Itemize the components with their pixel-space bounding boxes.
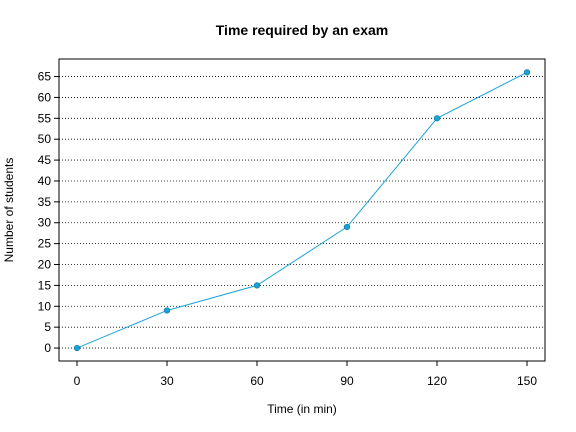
x-tick-label: 150 [517, 374, 537, 388]
data-point [433, 115, 441, 122]
data-series [73, 69, 531, 352]
series-line [76, 71, 528, 349]
gridlines [59, 76, 545, 349]
y-axis-label: Number of students [2, 158, 16, 263]
y-tick-label: 55 [38, 111, 52, 125]
y-tick-label: 20 [38, 258, 52, 272]
x-tick-label: 0 [74, 374, 81, 388]
y-tick-label: 45 [38, 153, 52, 167]
y-tick-label: 50 [38, 132, 52, 146]
y-tick-label: 65 [38, 70, 52, 84]
x-tick-label: 60 [250, 374, 264, 388]
data-point [163, 307, 171, 314]
y-tick-label: 35 [38, 195, 52, 209]
data-point [523, 69, 531, 76]
data-point [343, 223, 351, 231]
data-point [253, 282, 261, 289]
x-axis-label: Time (in min) [267, 402, 337, 416]
x-tick-label: 30 [160, 374, 174, 388]
y-tick-label: 25 [38, 237, 52, 251]
x-tick-label: 90 [340, 374, 354, 388]
axes: 0 5 10 15 20 25 30 35 40 45 50 55 60 65 0 30 60 90 120 150 [38, 70, 538, 388]
y-tick-label: 0 [44, 341, 51, 355]
chart-title: Time required by an exam [216, 22, 388, 38]
y-tick-label: 15 [38, 278, 52, 292]
y-tick-label: 60 [38, 90, 52, 104]
plot-area-border [58, 58, 546, 362]
y-tick-label: 10 [38, 299, 52, 313]
data-point [73, 344, 81, 352]
y-tick-label: 5 [44, 320, 51, 334]
x-tick-label: 120 [427, 374, 447, 388]
y-tick-label: 40 [38, 174, 52, 188]
y-tick-label: 30 [38, 216, 52, 230]
